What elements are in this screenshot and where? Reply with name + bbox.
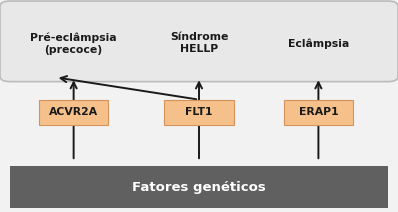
Text: FLT1: FLT1 — [185, 107, 213, 117]
Text: Eclâmpsia: Eclâmpsia — [288, 38, 349, 49]
FancyBboxPatch shape — [164, 100, 234, 125]
Text: Fatores genéticos: Fatores genéticos — [132, 181, 266, 194]
FancyBboxPatch shape — [283, 100, 353, 125]
Text: ACVR2A: ACVR2A — [49, 107, 98, 117]
FancyBboxPatch shape — [10, 166, 388, 208]
Text: Pré-eclâmpsia
(precoce): Pré-eclâmpsia (precoce) — [30, 32, 117, 55]
FancyBboxPatch shape — [0, 1, 398, 82]
Text: Síndrome
HELLP: Síndrome HELLP — [170, 32, 228, 54]
Text: ERAP1: ERAP1 — [298, 107, 338, 117]
FancyBboxPatch shape — [39, 100, 108, 125]
